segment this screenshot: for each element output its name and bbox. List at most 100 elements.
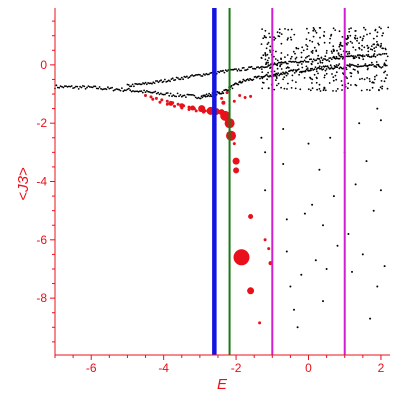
black-point bbox=[63, 85, 66, 87]
black-point bbox=[295, 56, 298, 59]
black-point bbox=[328, 57, 331, 59]
black-point bbox=[373, 78, 376, 81]
black-point bbox=[187, 77, 190, 79]
black-point bbox=[346, 87, 349, 90]
black-point bbox=[292, 50, 295, 53]
black-point bbox=[354, 83, 357, 86]
black-point bbox=[262, 37, 265, 40]
black-point bbox=[278, 35, 281, 38]
black-point bbox=[200, 75, 203, 77]
black-point bbox=[269, 51, 272, 53]
x-tick-label: 0 bbox=[305, 361, 312, 375]
black-point bbox=[347, 82, 350, 85]
black-point bbox=[307, 61, 310, 63]
black-point bbox=[72, 87, 74, 89]
black-point bbox=[257, 66, 259, 68]
black-point bbox=[283, 61, 285, 64]
black-point bbox=[273, 70, 276, 73]
black-point bbox=[351, 42, 354, 44]
black-point bbox=[375, 66, 378, 68]
black-point bbox=[172, 94, 175, 96]
black-point bbox=[347, 37, 350, 39]
black-point bbox=[330, 66, 333, 68]
black-point bbox=[147, 90, 150, 93]
black-point bbox=[171, 77, 174, 80]
black-point bbox=[148, 91, 151, 93]
black-point bbox=[279, 64, 282, 66]
red-point bbox=[220, 96, 224, 100]
black-point bbox=[209, 95, 211, 98]
black-point bbox=[246, 68, 249, 71]
black-point bbox=[364, 28, 367, 31]
black-point bbox=[95, 87, 98, 90]
black-point bbox=[356, 54, 359, 56]
black-point bbox=[276, 59, 279, 62]
black-point bbox=[356, 66, 359, 68]
black-point bbox=[372, 37, 375, 40]
black-point bbox=[264, 189, 267, 192]
black-point bbox=[366, 44, 369, 47]
black-point bbox=[338, 45, 341, 48]
black-point bbox=[327, 66, 330, 69]
black-point bbox=[373, 50, 376, 52]
black-point bbox=[358, 42, 360, 44]
black-point bbox=[300, 56, 303, 59]
black-point bbox=[209, 93, 212, 96]
black-point bbox=[324, 89, 327, 92]
black-point bbox=[285, 218, 288, 221]
black-point bbox=[116, 88, 119, 91]
black-point bbox=[334, 74, 337, 77]
black-point bbox=[332, 55, 335, 58]
black-point bbox=[278, 32, 281, 34]
black-point bbox=[302, 49, 305, 52]
black-point bbox=[329, 37, 331, 40]
black-point bbox=[383, 52, 386, 55]
black-point bbox=[165, 92, 168, 95]
black-point bbox=[134, 90, 137, 93]
black-point bbox=[311, 40, 314, 43]
black-point bbox=[315, 50, 318, 52]
black-point bbox=[383, 71, 385, 74]
red-point bbox=[165, 99, 169, 103]
black-point bbox=[315, 81, 318, 84]
black-point bbox=[318, 58, 321, 60]
red-point bbox=[238, 94, 242, 97]
black-point bbox=[383, 265, 386, 268]
red-point bbox=[168, 100, 174, 106]
black-point bbox=[139, 83, 142, 86]
black-point bbox=[345, 68, 348, 71]
black-point bbox=[361, 55, 364, 58]
black-point bbox=[289, 36, 292, 39]
black-point bbox=[369, 32, 371, 35]
black-point bbox=[131, 83, 134, 86]
black-point bbox=[336, 66, 339, 69]
red-point bbox=[173, 104, 176, 108]
x-tick-label: -2 bbox=[231, 361, 242, 375]
black-point bbox=[339, 48, 342, 50]
black-point bbox=[283, 72, 286, 75]
black-point bbox=[127, 84, 130, 86]
black-point bbox=[202, 73, 205, 75]
black-point bbox=[334, 66, 337, 68]
black-point bbox=[358, 122, 361, 125]
black-point bbox=[168, 94, 171, 97]
black-point bbox=[180, 95, 183, 98]
black-point bbox=[347, 55, 350, 58]
black-point bbox=[300, 273, 303, 276]
black-point bbox=[323, 41, 326, 44]
black-point bbox=[376, 31, 379, 34]
black-point bbox=[222, 92, 225, 95]
black-point bbox=[276, 31, 279, 34]
black-point bbox=[325, 49, 328, 52]
black-point bbox=[274, 37, 277, 40]
red-point bbox=[187, 105, 191, 109]
black-point bbox=[374, 55, 377, 58]
black-point bbox=[167, 79, 170, 82]
black-point bbox=[317, 72, 319, 75]
black-point bbox=[359, 36, 362, 39]
black-point bbox=[280, 42, 283, 45]
black-point bbox=[311, 52, 314, 54]
black-point bbox=[274, 58, 277, 60]
black-point bbox=[68, 85, 70, 88]
black-point bbox=[153, 82, 156, 84]
